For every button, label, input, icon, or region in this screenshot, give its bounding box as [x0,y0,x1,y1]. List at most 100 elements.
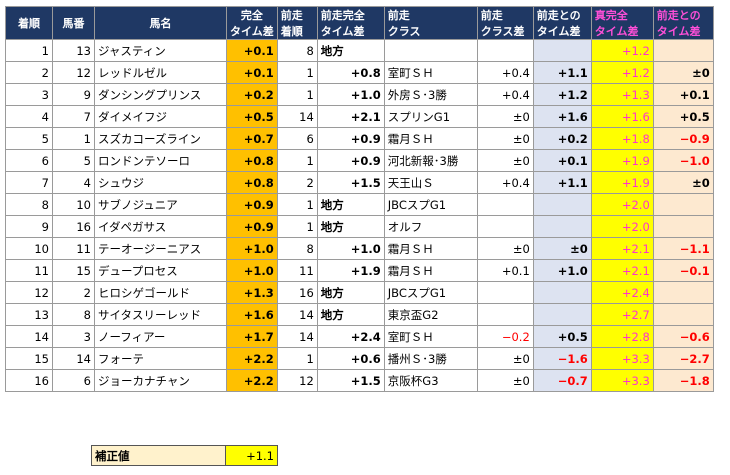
header-prev-rank: 前走 着順 [276,6,318,40]
cell-prev-class: 霜月ＳＨ [383,127,478,150]
cell-full-time-diff: +1.7 [226,325,278,348]
cell-prev-class: 室町ＳＨ [383,61,478,84]
table-row: 2 12 レッドルゼル +0.1 1 +0.8 室町ＳＨ +0.4 +1.1 +1.2 ±0 [5,61,714,84]
cell-full-time-diff: +0.9 [226,215,278,238]
cell-prev-rank: 1 [276,347,318,370]
cell-prev-class: 東京盃G2 [383,303,478,326]
race-result-table: 着順 馬番 馬名 完全 タイム差 前走 着順 前走完全 タイム差 前走 クラス 前走 クラ… [5,6,714,392]
cell-rank: 15 [5,347,53,370]
cell-true-full-time-diff: +2.0 [590,215,654,238]
cell-full-time-diff: +0.2 [226,83,278,106]
cell-prev-rank: 8 [276,39,318,62]
cell-full-time-diff: +0.5 [226,105,278,128]
cell-prev-class: 霜月ＳＨ [383,237,478,260]
table-row: 8 10 サブノジュニア +0.9 1 地方 JBCスプG1 +2.0 [5,193,714,216]
header-horse-number: 馬番 [52,6,95,40]
header-class-diff: 前走 クラス差 [476,6,534,40]
table-row: 9 16 イダペガサス +0.9 1 地方 オルフ +2.0 [5,215,714,238]
cell-full-time-diff: +0.1 [226,61,278,84]
cell-true-full-time-diff: +3.3 [590,347,654,370]
correction-row: 補正値 +1.1 [91,445,278,466]
cell-prev-full-time-diff: 地方 [316,39,385,62]
cell-prev-time-diff: +1.6 [532,105,592,128]
cell-true-full-time-diff: +1.9 [590,149,654,172]
cell-class-diff: ±0 [476,105,534,128]
cell-full-time-diff: +1.0 [226,259,278,282]
cell-horse-name: ジャスティン [94,39,227,62]
cell-true-full-time-diff: +2.1 [590,237,654,260]
header-full-time-diff: 完全 タイム差 [226,6,278,40]
cell-horse-number: 16 [52,215,95,238]
cell-rank: 3 [5,83,53,106]
cell-true-prev-time-diff [652,303,714,326]
cell-prev-time-diff [532,303,592,326]
cell-true-prev-time-diff [652,193,714,216]
cell-horse-number: 4 [52,171,95,194]
cell-true-prev-time-diff: +0.1 [652,83,714,106]
header-prev-class: 前走 クラス [383,6,478,40]
cell-true-full-time-diff: +1.8 [590,127,654,150]
cell-true-prev-time-diff: −1.0 [652,149,714,172]
header-rank: 着順 [5,6,53,40]
cell-prev-full-time-diff: +1.0 [316,237,385,260]
cell-true-prev-time-diff: ±0 [652,171,714,194]
table-row: 16 6 ジョーカナチャン +2.2 12 +1.5 京阪杯G3 ±0 −0.7 +3.3 −1.8 [5,369,714,392]
cell-class-diff [476,193,534,216]
cell-true-full-time-diff: +1.6 [590,105,654,128]
table-row: 15 14 フォーテ +2.2 1 +0.6 播州Ｓ･3勝 ±0 −1.6 +3.3 −2.7 [5,347,714,370]
cell-true-full-time-diff: +2.4 [590,281,654,304]
cell-prev-full-time-diff: +0.6 [316,347,385,370]
cell-prev-rank: 1 [276,83,318,106]
cell-horse-name: ノーフィアー [94,325,227,348]
cell-true-full-time-diff: +1.2 [590,61,654,84]
cell-prev-rank: 1 [276,193,318,216]
cell-prev-class: 天王山Ｓ [383,171,478,194]
cell-full-time-diff: +0.7 [226,127,278,150]
cell-class-diff: ±0 [476,149,534,172]
cell-horse-name: シュウジ [94,171,227,194]
cell-true-full-time-diff: +2.7 [590,303,654,326]
cell-prev-full-time-diff: +1.0 [316,83,385,106]
table-row: 12 2 ヒロシゲゴールド +1.3 16 地方 JBCスプG1 +2.4 [5,281,714,304]
cell-true-prev-time-diff [652,39,714,62]
header-true-prev-time-diff: 前走との タイム差 [652,6,714,40]
table-row: 6 5 ロンドンテソーロ +0.8 1 +0.9 河北新報･3勝 ±0 +0.1 +1.9 −1.0 [5,149,714,172]
cell-full-time-diff: +0.8 [226,171,278,194]
cell-class-diff: ±0 [476,369,534,392]
cell-prev-class [383,39,478,62]
cell-prev-full-time-diff: +1.5 [316,369,385,392]
cell-rank: 6 [5,149,53,172]
cell-prev-full-time-diff: 地方 [316,215,385,238]
cell-prev-rank: 14 [276,325,318,348]
cell-horse-number: 6 [52,369,95,392]
cell-prev-time-diff [532,39,592,62]
cell-horse-number: 9 [52,83,95,106]
cell-rank: 2 [5,61,53,84]
cell-horse-name: デュープロセス [94,259,227,282]
cell-prev-full-time-diff: +1.5 [316,171,385,194]
cell-horse-name: フォーテ [94,347,227,370]
cell-prev-full-time-diff: +1.9 [316,259,385,282]
cell-full-time-diff: +1.0 [226,237,278,260]
cell-prev-time-diff: ±0 [532,237,592,260]
cell-prev-full-time-diff: +2.4 [316,325,385,348]
cell-prev-time-diff: +1.0 [532,259,592,282]
result-rows: 1 13 ジャスティン +0.1 8 地方 +1.2 2 12 レッドルゼル +0.1 1 +0.8 室町… [5,39,714,392]
cell-prev-class: JBCスプG1 [383,193,478,216]
cell-class-diff [476,215,534,238]
cell-prev-rank: 1 [276,215,318,238]
cell-prev-full-time-diff: 地方 [316,281,385,304]
cell-true-full-time-diff: +2.0 [590,193,654,216]
cell-prev-full-time-diff: 地方 [316,193,385,216]
cell-prev-full-time-diff: 地方 [316,303,385,326]
cell-prev-class: 播州Ｓ･3勝 [383,347,478,370]
header-true-full-time-diff: 真完全 タイム差 [590,6,654,40]
cell-horse-number: 3 [52,325,95,348]
cell-prev-rank: 14 [276,105,318,128]
cell-prev-time-diff: +0.2 [532,127,592,150]
cell-true-prev-time-diff: +0.5 [652,105,714,128]
cell-prev-class: オルフ [383,215,478,238]
cell-true-prev-time-diff: −1.8 [652,369,714,392]
cell-prev-rank: 6 [276,127,318,150]
cell-prev-rank: 1 [276,61,318,84]
